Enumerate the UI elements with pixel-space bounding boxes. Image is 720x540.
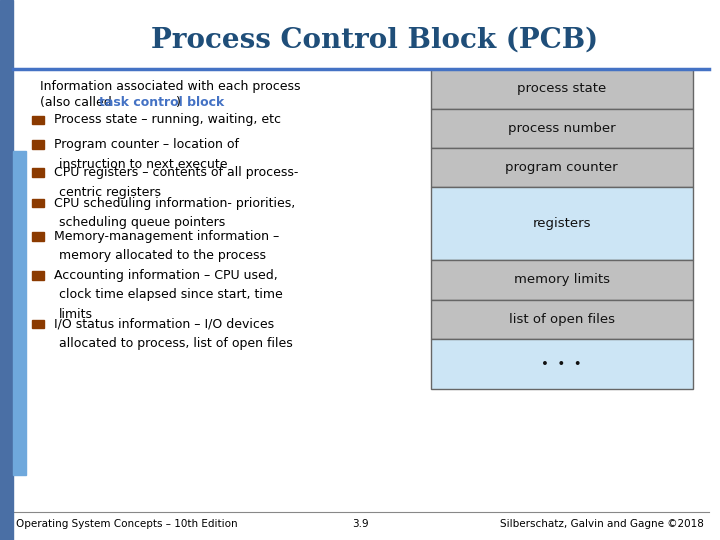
Text: centric registers: centric registers — [59, 186, 161, 199]
Text: program counter: program counter — [505, 161, 618, 174]
Bar — [32, 116, 44, 124]
Text: registers: registers — [532, 217, 591, 231]
Text: task control block: task control block — [99, 96, 224, 109]
Bar — [13, 151, 26, 475]
Bar — [32, 320, 44, 328]
Bar — [32, 271, 44, 280]
Text: •  •  •: • • • — [541, 357, 582, 371]
Text: memory limits: memory limits — [513, 273, 610, 287]
Bar — [32, 168, 44, 177]
Bar — [431, 339, 693, 389]
Text: Memory-management information –: Memory-management information – — [54, 230, 279, 243]
Text: limits: limits — [59, 308, 93, 321]
Text: instruction to next execute: instruction to next execute — [59, 158, 228, 171]
Text: allocated to process, list of open files: allocated to process, list of open files — [59, 337, 293, 350]
Text: 3.9: 3.9 — [351, 519, 369, 529]
Text: Information associated with each process: Information associated with each process — [40, 80, 300, 93]
Bar — [0, 0, 13, 540]
Text: CPU scheduling information- priorities,: CPU scheduling information- priorities, — [54, 197, 295, 210]
Bar — [32, 140, 44, 149]
Text: process number: process number — [508, 122, 616, 135]
Bar — [431, 187, 693, 260]
Text: ): ) — [176, 96, 181, 109]
Text: list of open files: list of open files — [508, 313, 615, 326]
Text: CPU registers – contents of all process-: CPU registers – contents of all process- — [54, 166, 298, 179]
Text: scheduling queue pointers: scheduling queue pointers — [59, 216, 225, 229]
Text: memory allocated to the process: memory allocated to the process — [59, 249, 266, 262]
Text: Process state – running, waiting, etc: Process state – running, waiting, etc — [54, 113, 281, 126]
Text: Operating System Concepts – 10th Edition: Operating System Concepts – 10th Edition — [16, 519, 238, 529]
Bar — [431, 260, 693, 300]
Text: Silberschatz, Galvin and Gagne ©2018: Silberschatz, Galvin and Gagne ©2018 — [500, 519, 704, 529]
Text: process state: process state — [517, 82, 606, 96]
Bar — [431, 109, 693, 148]
Bar — [431, 69, 693, 109]
Text: Process Control Block (PCB): Process Control Block (PCB) — [150, 27, 598, 54]
Text: Program counter – location of: Program counter – location of — [54, 138, 239, 151]
Text: clock time elapsed since start, time: clock time elapsed since start, time — [59, 288, 283, 301]
Text: Accounting information – CPU used,: Accounting information – CPU used, — [54, 269, 278, 282]
Bar — [431, 300, 693, 339]
Text: (also called: (also called — [40, 96, 115, 109]
Text: I/O status information – I/O devices: I/O status information – I/O devices — [54, 318, 274, 330]
Bar — [32, 199, 44, 207]
Bar — [32, 232, 44, 241]
Bar — [431, 148, 693, 187]
